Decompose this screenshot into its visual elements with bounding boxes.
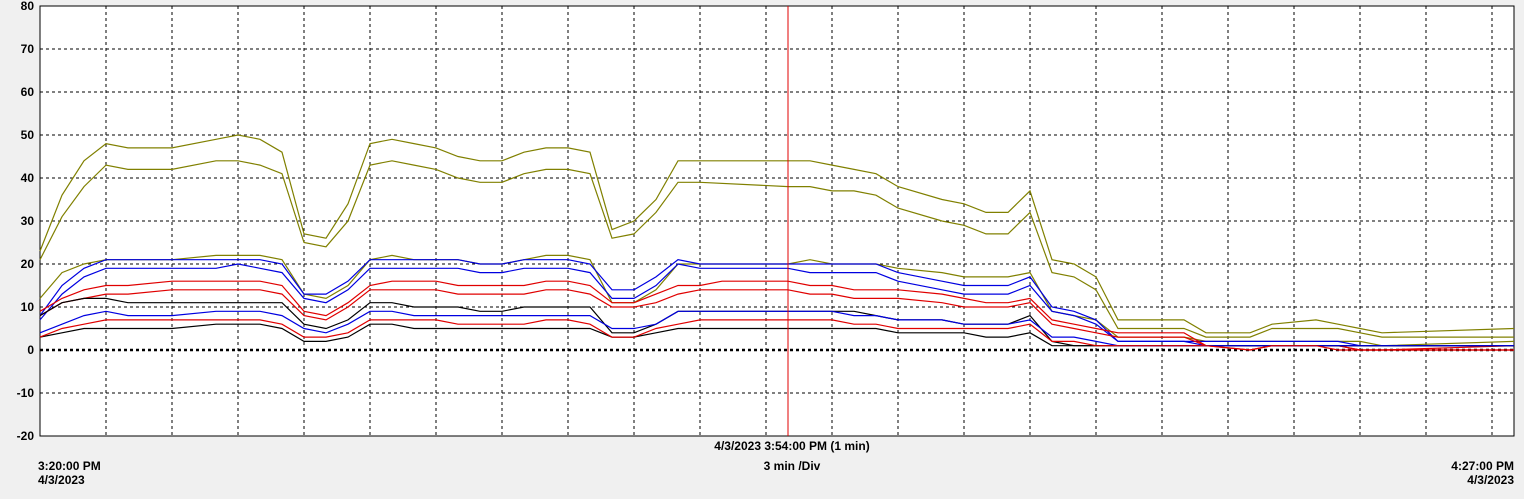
x-end-date: 4/3/2023 — [1467, 473, 1514, 487]
series-line — [39, 160, 1514, 338]
series-line — [39, 319, 1514, 351]
plot-area — [39, 5, 1515, 437]
y-tick-label: 10 — [20, 300, 34, 314]
y-tick-label: 50 — [20, 128, 34, 142]
y-tick-label: -10 — [16, 386, 34, 400]
series-line — [39, 280, 1515, 351]
x-start-time: 3:20:00 PM — [38, 459, 101, 473]
series-line — [39, 289, 1514, 351]
y-tick-label: 20 — [20, 257, 34, 271]
x-division-label: 3 min /Div — [763, 459, 821, 473]
y-tick-label: 0 — [27, 343, 34, 357]
y-tick-label: -20 — [16, 429, 34, 443]
y-tick-label: 40 — [20, 171, 34, 185]
series-line — [39, 134, 1515, 334]
y-tick-label: 70 — [20, 42, 34, 56]
cursor-label: 4/3/2023 3:54:00 PM (1 min) — [714, 439, 870, 453]
series-line — [39, 263, 1514, 347]
y-tick-label: 30 — [20, 214, 34, 228]
y-tick-label: 60 — [20, 85, 34, 99]
y-tick-label: 80 — [20, 0, 34, 13]
x-end-time: 4:27:00 PM — [1451, 459, 1514, 473]
series-layer — [39, 134, 1515, 351]
x-start-date: 4/3/2023 — [38, 473, 85, 487]
